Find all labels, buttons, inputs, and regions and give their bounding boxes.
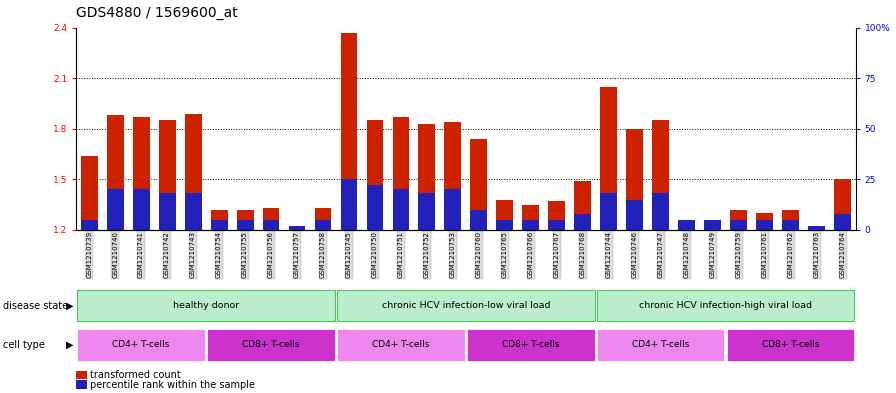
Text: CD8+ T-cells: CD8+ T-cells: [762, 340, 820, 349]
Bar: [756, 213, 773, 230]
Bar: [600, 86, 617, 230]
Bar: [263, 220, 280, 230]
Bar: [392, 189, 409, 230]
Bar: [159, 120, 176, 230]
Bar: [782, 209, 799, 230]
Text: chronic HCV infection-low viral load: chronic HCV infection-low viral load: [382, 301, 550, 310]
Text: healthy donor: healthy donor: [173, 301, 239, 310]
Bar: [574, 214, 591, 230]
Bar: [418, 193, 435, 230]
Bar: [704, 220, 721, 230]
Text: transformed count: transformed count: [90, 370, 180, 380]
Bar: [548, 201, 565, 230]
Text: disease state: disease state: [3, 301, 68, 310]
Bar: [237, 220, 254, 230]
Bar: [133, 117, 150, 230]
Bar: [185, 193, 202, 230]
Bar: [548, 220, 565, 230]
Bar: [574, 181, 591, 230]
Text: percentile rank within the sample: percentile rank within the sample: [90, 380, 254, 390]
Bar: [77, 329, 205, 360]
Bar: [597, 290, 855, 321]
Bar: [808, 226, 825, 230]
Bar: [626, 129, 643, 230]
Bar: [470, 210, 487, 230]
Bar: [81, 156, 98, 230]
Bar: [467, 329, 595, 360]
Bar: [392, 117, 409, 230]
Bar: [652, 193, 669, 230]
Text: CD4+ T-cells: CD4+ T-cells: [372, 340, 430, 349]
Text: cell type: cell type: [3, 340, 45, 350]
Bar: [81, 220, 98, 230]
Bar: [597, 329, 725, 360]
Bar: [211, 220, 228, 230]
Bar: [834, 179, 851, 230]
Bar: [263, 208, 280, 230]
Bar: [107, 115, 124, 230]
Bar: [727, 329, 855, 360]
Bar: [418, 124, 435, 230]
Bar: [600, 193, 617, 230]
Bar: [782, 220, 799, 230]
Text: ▶: ▶: [66, 340, 73, 350]
Bar: [289, 226, 306, 230]
Bar: [730, 220, 747, 230]
Bar: [678, 220, 695, 230]
Bar: [289, 226, 306, 230]
Bar: [522, 220, 539, 230]
Bar: [730, 209, 747, 230]
Bar: [522, 205, 539, 230]
Text: CD4+ T-cells: CD4+ T-cells: [112, 340, 170, 349]
Bar: [756, 220, 773, 230]
Bar: [496, 200, 513, 230]
Bar: [133, 189, 150, 230]
Bar: [314, 220, 332, 230]
Bar: [237, 209, 254, 230]
Bar: [207, 329, 335, 360]
Bar: [444, 189, 461, 230]
Bar: [470, 139, 487, 230]
Text: CD4+ T-cells: CD4+ T-cells: [632, 340, 690, 349]
Bar: [496, 220, 513, 230]
Bar: [159, 193, 176, 230]
Bar: [704, 222, 721, 230]
Bar: [77, 290, 335, 321]
Text: CD8+ T-cells: CD8+ T-cells: [502, 340, 560, 349]
Bar: [211, 209, 228, 230]
Bar: [626, 200, 643, 230]
Bar: [107, 189, 124, 230]
Bar: [185, 114, 202, 230]
Bar: [340, 179, 358, 230]
Text: chronic HCV infection-high viral load: chronic HCV infection-high viral load: [639, 301, 813, 310]
Bar: [834, 214, 851, 230]
Text: ▶: ▶: [66, 301, 73, 310]
Bar: [337, 290, 595, 321]
Bar: [337, 329, 465, 360]
Bar: [444, 122, 461, 230]
Bar: [678, 226, 695, 230]
Bar: [652, 120, 669, 230]
Bar: [340, 33, 358, 230]
Text: CD8+ T-cells: CD8+ T-cells: [242, 340, 300, 349]
Bar: [314, 208, 332, 230]
Bar: [366, 120, 383, 230]
Text: GDS4880 / 1569600_at: GDS4880 / 1569600_at: [76, 6, 238, 20]
Bar: [808, 226, 825, 230]
Bar: [366, 185, 383, 230]
